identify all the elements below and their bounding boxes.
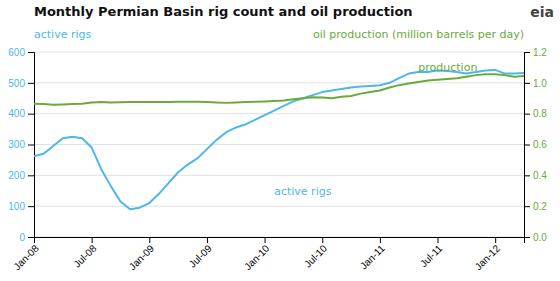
x-tick-mark	[207, 237, 208, 243]
y2-tick: 0.2	[524, 201, 547, 212]
y-tick-label: 0	[19, 232, 25, 243]
x-tick: Jan-10	[242, 237, 272, 272]
chart: Jan-08 Jul-08 Jan-09 Jul-09 Jan-10 Jul-10 Jan-…	[0, 0, 560, 281]
y2-tick-label: 0.6	[533, 139, 547, 150]
x-axis: Jan-08 Jul-08 Jan-09 Jul-09 Jan-10 Jul-10 Jan-…	[11, 237, 524, 272]
grid-line	[34, 52, 524, 53]
x-axis-line	[35, 238, 525, 244]
y-tick-label: 600	[8, 47, 25, 58]
x-tick-label: Jul-10	[302, 242, 329, 269]
y2-tick: 0.6	[524, 139, 547, 150]
y2-tick-label: 0.2	[533, 201, 547, 212]
y-tick-mark	[28, 206, 34, 207]
title: Monthly Permian Basin rig count and oil …	[34, 4, 413, 19]
y-tick-mark	[28, 237, 34, 238]
y-tick: 500	[8, 78, 34, 89]
y2-axis: 0.0 0.2 0.4 0.6 0.8 1.0 1.2	[524, 47, 547, 243]
y2-tick-mark	[524, 206, 530, 207]
y-axis: 0 100 200 300 400 500 600	[8, 47, 34, 243]
plot: Jan-08 Jul-08 Jan-09 Jul-09 Jan-10 Jul-10 Jan-…	[8, 47, 547, 272]
series-line	[34, 74, 524, 104]
grid-line	[34, 82, 524, 83]
x-tick: Jul-08	[71, 237, 98, 270]
x-tick-label: Jan-11	[358, 242, 387, 271]
logo: eia	[530, 4, 554, 20]
y-tick: 0	[19, 232, 34, 243]
y-tick-mark	[28, 52, 34, 53]
series-line	[34, 70, 524, 209]
grid-line	[34, 206, 524, 207]
y-tick-mark	[28, 145, 34, 146]
x-tick-label: Jul-09	[187, 242, 214, 269]
x-tick: Jul-10	[302, 237, 329, 270]
y2-tick-label: 0.0	[533, 232, 547, 243]
x-tick-mark	[265, 237, 266, 243]
y-tick-label: 300	[8, 139, 25, 150]
annotation: production	[418, 61, 477, 74]
y2-tick-mark	[524, 83, 530, 84]
x-tick-label: Jan-08	[11, 242, 41, 272]
y2-tick-label: 0.4	[533, 170, 547, 181]
x-tick-mark	[438, 237, 439, 243]
y-tick-label: 500	[8, 78, 25, 89]
y2-tick-mark	[524, 114, 530, 115]
x-tick-mark	[380, 237, 381, 243]
y2-tick-mark	[524, 145, 530, 146]
y2-tick: 1.2	[524, 47, 547, 58]
y-tick: 200	[8, 170, 34, 181]
y-tick-label: 400	[8, 108, 25, 119]
y2-axis-title: oil production (million barrels per day)	[313, 28, 524, 41]
x-tick-label: Jul-08	[71, 242, 98, 269]
y2-tick-mark	[524, 175, 530, 176]
y2-tick-mark	[524, 237, 530, 238]
x-tick: Jan-08	[11, 237, 41, 272]
y-tick-label: 100	[8, 201, 25, 212]
y-tick-mark	[28, 83, 34, 84]
y-axis-line	[28, 53, 35, 238]
x-tick: Jan-09	[127, 237, 157, 272]
x-tick: Jul-11	[418, 237, 445, 269]
grid-line	[34, 113, 524, 114]
x-tick-label: Jan-09	[127, 242, 157, 272]
y2-tick-label: 0.8	[533, 108, 547, 119]
y-tick-label: 200	[8, 170, 25, 181]
y2-axis-line	[525, 53, 531, 238]
x-tick-mark	[92, 237, 93, 243]
y2-tick: 1.0	[524, 78, 547, 89]
x-tick-label: Jan-10	[242, 242, 272, 272]
x-tick-mark	[149, 237, 150, 243]
y-tick-mark	[28, 175, 34, 176]
lines	[34, 70, 524, 209]
x-tick-mark	[495, 237, 496, 243]
grid	[34, 52, 524, 237]
y-tick-mark	[28, 114, 34, 115]
annotation: active rigs	[274, 185, 331, 198]
grid-line	[34, 175, 524, 176]
grid-line	[34, 144, 524, 145]
y2-tick: 0.8	[524, 108, 547, 119]
x-tick-label: Jan-12	[473, 242, 503, 272]
x-tick-mark	[322, 237, 323, 243]
y-tick: 100	[8, 201, 34, 212]
y2-tick: 0.4	[524, 170, 547, 181]
x-tick: Jan-11	[358, 237, 387, 272]
x-tick: Jan-12	[473, 237, 503, 272]
y-tick: 400	[8, 108, 34, 119]
y2-tick-label: 1.2	[533, 47, 547, 58]
y2-tick-mark	[524, 52, 530, 53]
x-tick-label: Jul-11	[418, 242, 445, 269]
y-tick: 600	[8, 47, 34, 58]
y2-tick-label: 1.0	[533, 78, 547, 89]
x-tick: Jul-09	[187, 237, 214, 270]
y-tick: 300	[8, 139, 34, 150]
y2-tick: 0.0	[524, 232, 547, 243]
y-axis-title: active rigs	[34, 28, 91, 41]
